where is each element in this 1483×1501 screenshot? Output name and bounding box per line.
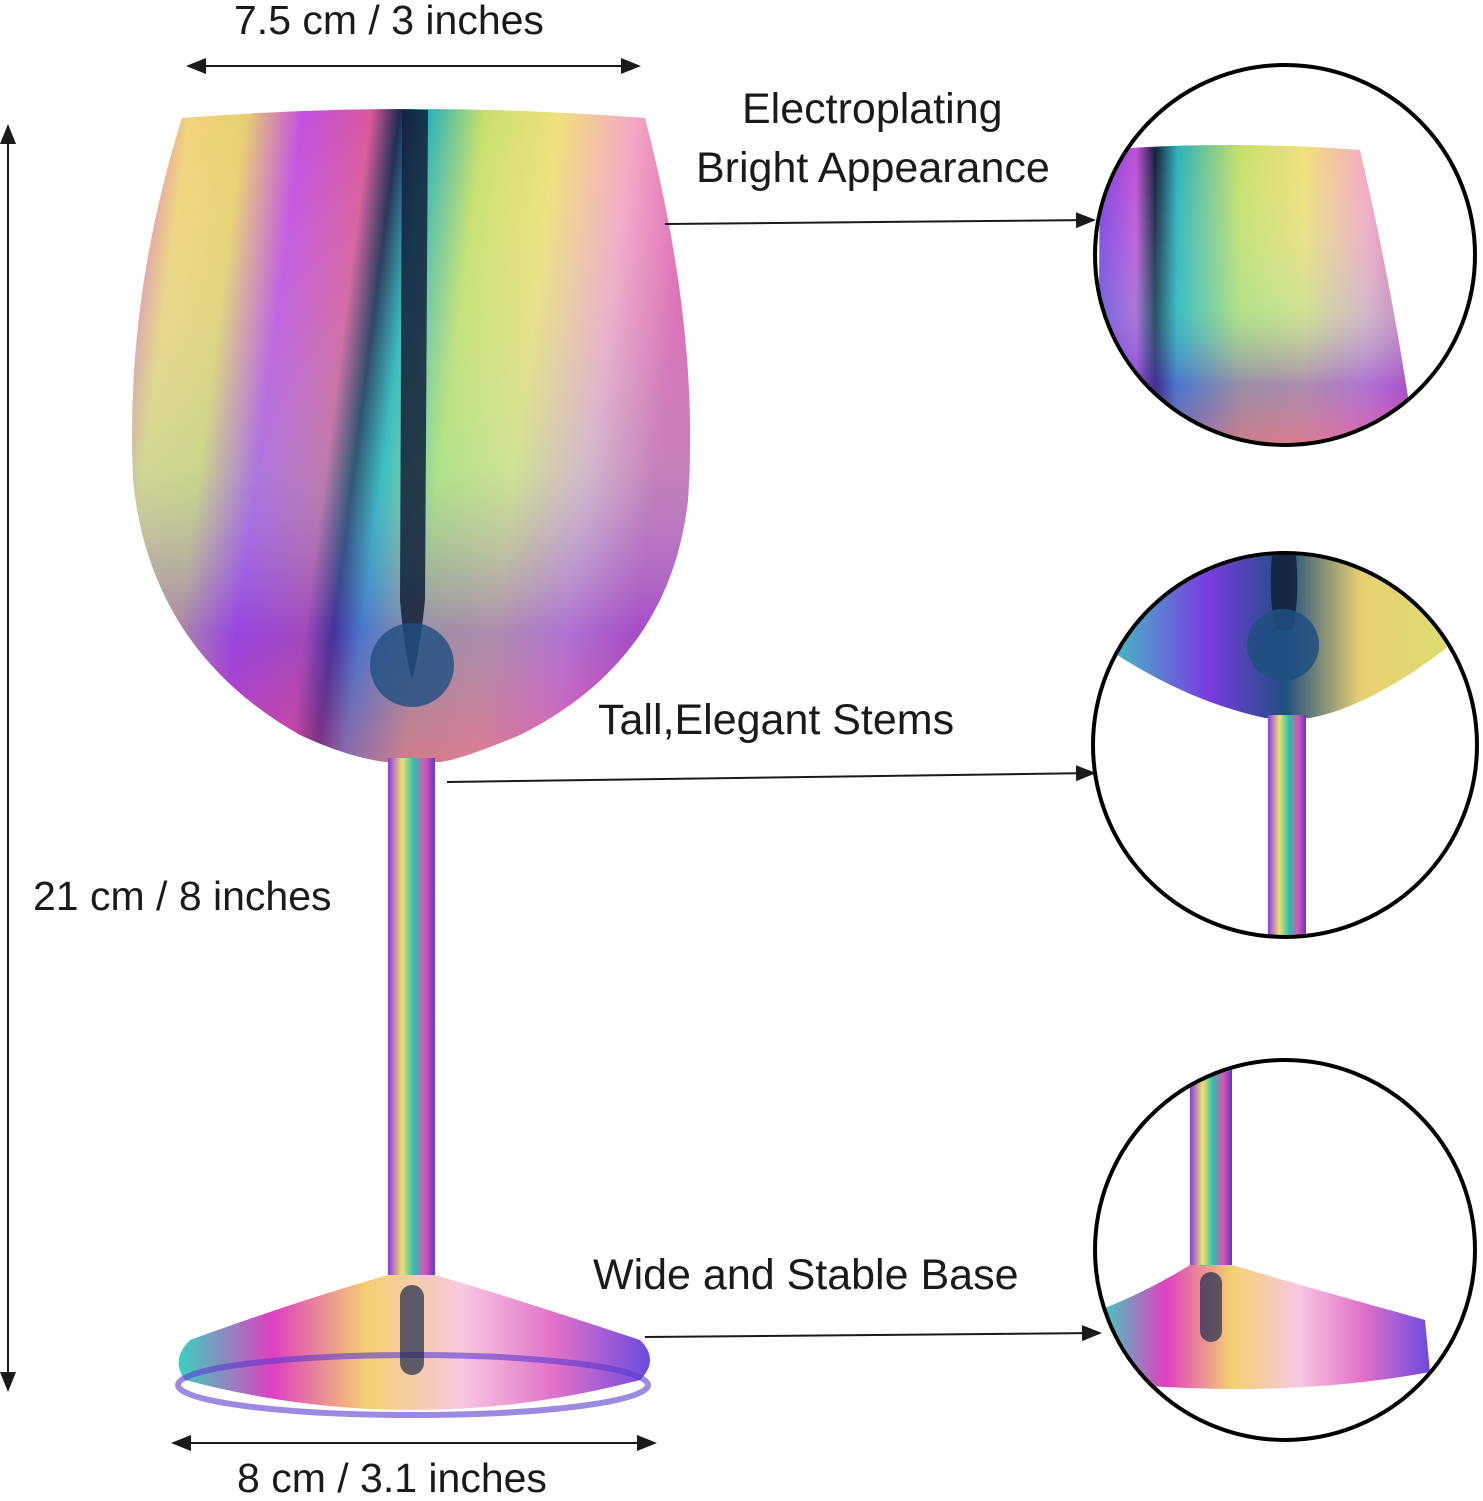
wine-glass-image: [132, 109, 691, 1418]
feature-label-stems: Tall,Elegant Stems: [598, 696, 955, 744]
feature-label-base: Wide and Stable Base: [593, 1251, 1019, 1299]
callout-arrow-bowl: [664, 212, 1096, 229]
zoom-circle-stem: [1091, 551, 1479, 939]
feature-label-bright-appearance: Bright Appearance: [696, 144, 1050, 192]
top-width-label: 7.5 cm / 3 inches: [234, 0, 544, 43]
callout-arrow-base: [644, 1325, 1102, 1342]
feature-label-electroplating: Electroplating: [742, 85, 1003, 133]
base-width-label: 8 cm / 3.1 inches: [237, 1455, 547, 1501]
zoom-circle-base: [1093, 1058, 1477, 1442]
height-label: 21 cm / 8 inches: [33, 873, 332, 919]
zoom-circle-bowl: [1093, 63, 1477, 447]
callout-arrow-stem: [446, 765, 1096, 783]
